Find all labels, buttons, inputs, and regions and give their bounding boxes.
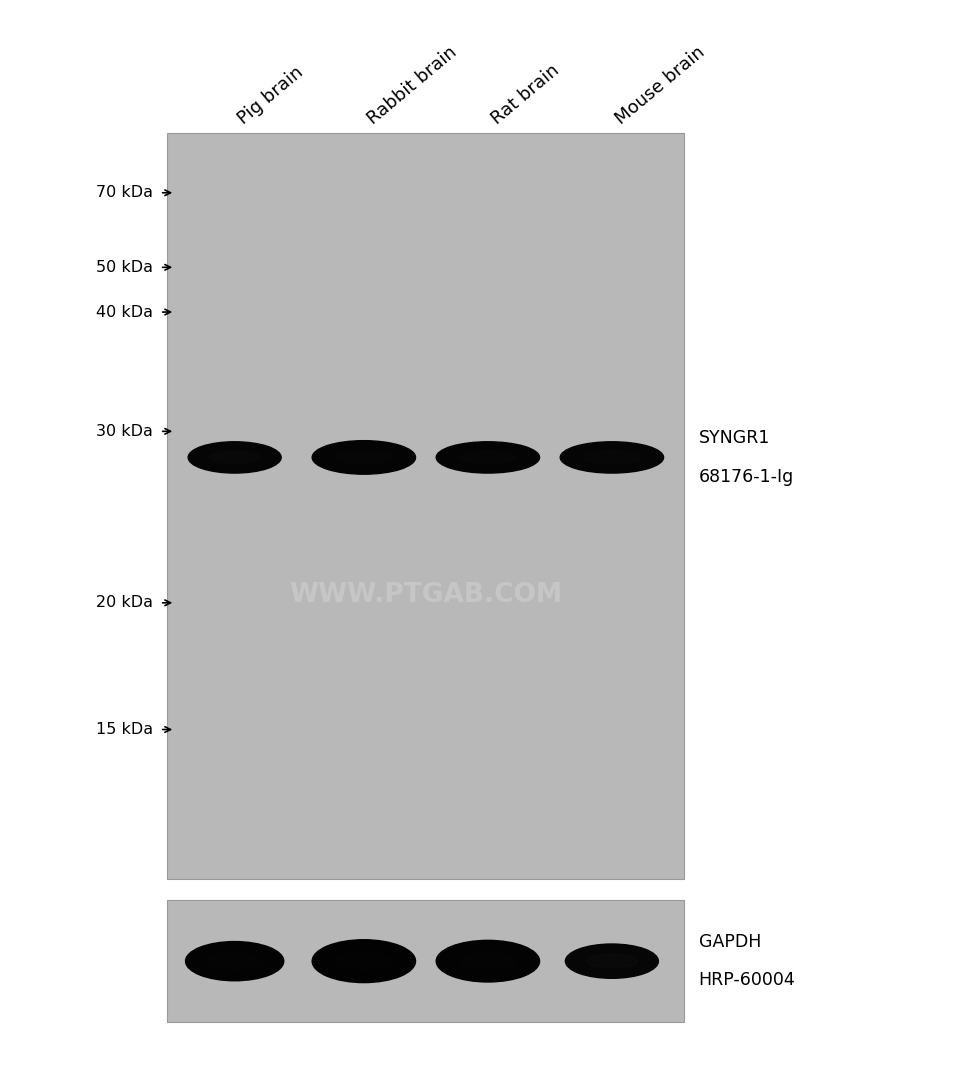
Ellipse shape (560, 442, 663, 473)
Text: 15 kDa: 15 kDa (96, 722, 153, 737)
Bar (167, 133, 684, 879)
Ellipse shape (436, 940, 540, 982)
Ellipse shape (186, 941, 284, 981)
Ellipse shape (312, 939, 415, 983)
Ellipse shape (459, 953, 517, 969)
Text: 30 kDa: 30 kDa (97, 424, 153, 439)
Ellipse shape (436, 442, 540, 473)
Ellipse shape (587, 954, 637, 968)
Text: Rat brain: Rat brain (488, 61, 563, 128)
Text: SYNGR1: SYNGR1 (699, 429, 770, 447)
Text: WWW.PTGAB.COM: WWW.PTGAB.COM (289, 583, 563, 608)
Ellipse shape (209, 452, 260, 463)
Ellipse shape (335, 952, 392, 970)
Text: GAPDH: GAPDH (699, 933, 761, 951)
Bar (167, 900, 684, 1022)
Text: 40 kDa: 40 kDa (96, 305, 153, 320)
Ellipse shape (584, 452, 640, 463)
Text: Pig brain: Pig brain (234, 63, 307, 128)
Ellipse shape (208, 953, 261, 969)
Text: 50 kDa: 50 kDa (96, 260, 153, 275)
Text: Mouse brain: Mouse brain (612, 43, 708, 128)
Ellipse shape (189, 442, 281, 473)
Ellipse shape (312, 441, 415, 474)
Text: 20 kDa: 20 kDa (96, 595, 153, 610)
Ellipse shape (459, 452, 517, 463)
Text: HRP-60004: HRP-60004 (699, 971, 795, 989)
Ellipse shape (566, 944, 658, 979)
Text: Rabbit brain: Rabbit brain (364, 43, 460, 128)
Text: 68176-1-Ig: 68176-1-Ig (699, 468, 794, 486)
Text: 70 kDa: 70 kDa (96, 185, 153, 200)
Ellipse shape (335, 450, 392, 464)
